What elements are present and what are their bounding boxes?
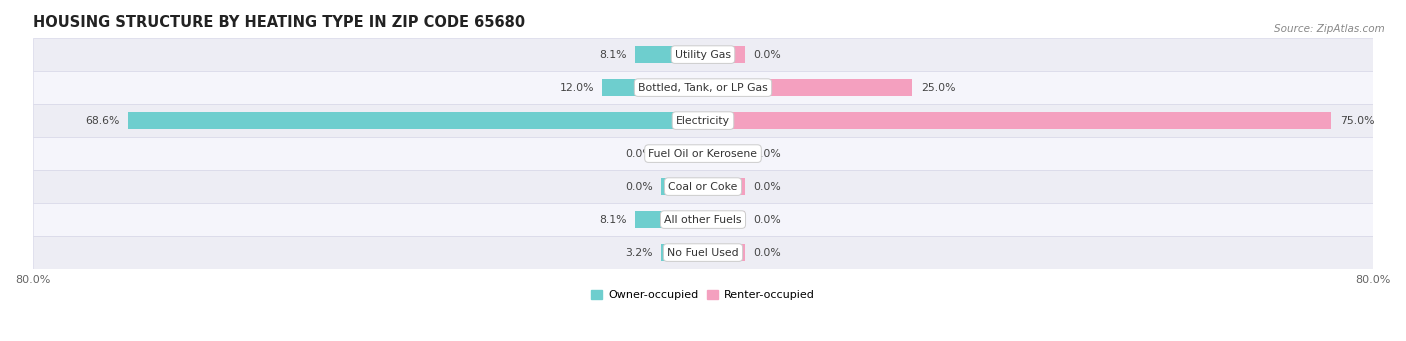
Text: 0.0%: 0.0% bbox=[754, 49, 780, 60]
Text: All other Fuels: All other Fuels bbox=[664, 214, 742, 225]
Text: 75.0%: 75.0% bbox=[1340, 116, 1374, 125]
Bar bbox=[661, 178, 703, 195]
Bar bbox=[32, 104, 1374, 137]
Bar bbox=[703, 112, 1331, 129]
Legend: Owner-occupied, Renter-occupied: Owner-occupied, Renter-occupied bbox=[592, 290, 814, 300]
Bar bbox=[703, 211, 745, 228]
Text: Fuel Oil or Kerosene: Fuel Oil or Kerosene bbox=[648, 149, 758, 159]
Text: 25.0%: 25.0% bbox=[921, 83, 955, 93]
Bar bbox=[661, 244, 703, 261]
Text: 8.1%: 8.1% bbox=[599, 49, 627, 60]
Text: 0.0%: 0.0% bbox=[754, 214, 780, 225]
Text: 0.0%: 0.0% bbox=[754, 182, 780, 192]
Text: Source: ZipAtlas.com: Source: ZipAtlas.com bbox=[1274, 24, 1385, 34]
Text: 0.0%: 0.0% bbox=[626, 182, 652, 192]
Bar bbox=[703, 244, 745, 261]
Bar bbox=[703, 145, 745, 162]
Bar bbox=[602, 79, 703, 96]
Text: 0.0%: 0.0% bbox=[754, 149, 780, 159]
Bar bbox=[636, 46, 703, 63]
Bar bbox=[703, 178, 745, 195]
Text: No Fuel Used: No Fuel Used bbox=[668, 248, 738, 257]
Text: 68.6%: 68.6% bbox=[86, 116, 120, 125]
Text: 12.0%: 12.0% bbox=[560, 83, 595, 93]
Bar bbox=[661, 145, 703, 162]
Text: 0.0%: 0.0% bbox=[754, 248, 780, 257]
Bar bbox=[703, 46, 745, 63]
Bar bbox=[32, 203, 1374, 236]
Bar bbox=[703, 79, 912, 96]
Text: HOUSING STRUCTURE BY HEATING TYPE IN ZIP CODE 65680: HOUSING STRUCTURE BY HEATING TYPE IN ZIP… bbox=[32, 15, 524, 30]
Text: 3.2%: 3.2% bbox=[626, 248, 652, 257]
Text: 0.0%: 0.0% bbox=[626, 149, 652, 159]
Bar bbox=[128, 112, 703, 129]
Bar bbox=[32, 170, 1374, 203]
Text: Coal or Coke: Coal or Coke bbox=[668, 182, 738, 192]
Text: Bottled, Tank, or LP Gas: Bottled, Tank, or LP Gas bbox=[638, 83, 768, 93]
Text: Utility Gas: Utility Gas bbox=[675, 49, 731, 60]
Bar bbox=[636, 211, 703, 228]
Bar bbox=[32, 236, 1374, 269]
Text: Electricity: Electricity bbox=[676, 116, 730, 125]
Bar bbox=[32, 71, 1374, 104]
Bar bbox=[32, 137, 1374, 170]
Bar bbox=[32, 38, 1374, 71]
Text: 8.1%: 8.1% bbox=[599, 214, 627, 225]
